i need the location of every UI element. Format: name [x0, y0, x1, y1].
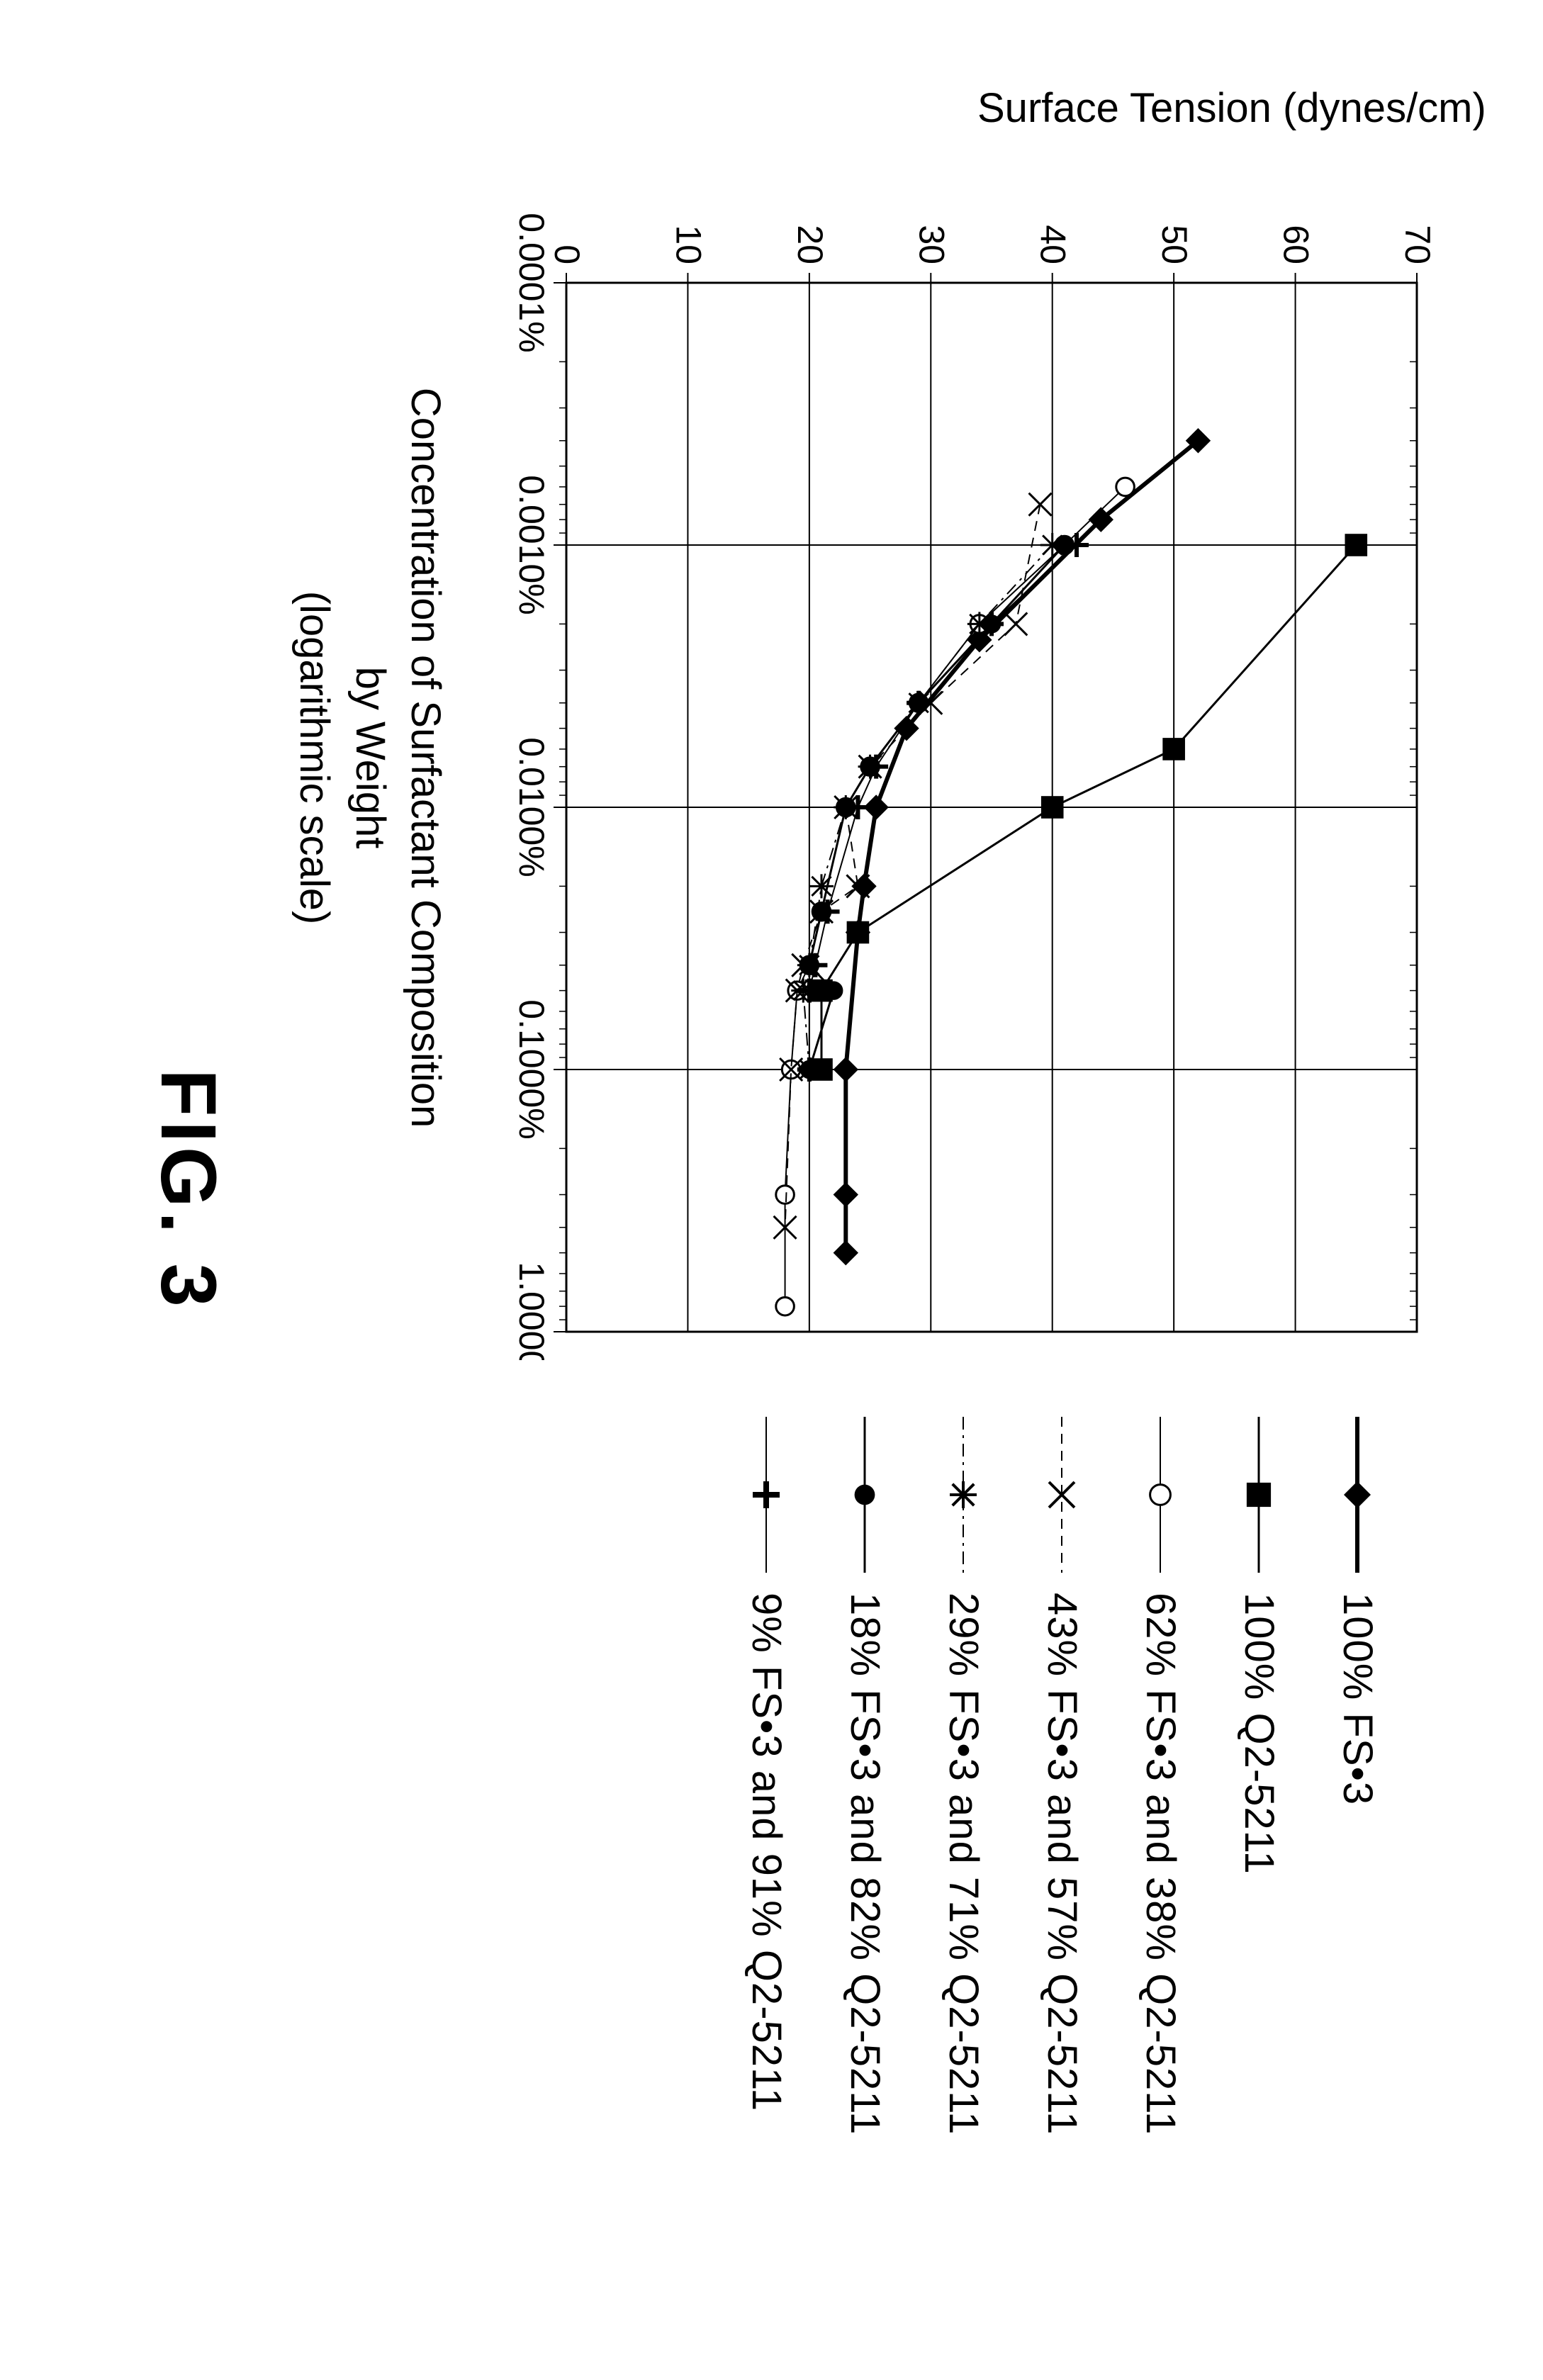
rotated-wrapper: 0 10 20 30 40 50 60 70 0.0001% 0.0010% 0.0100% 0.10… — [63, 56, 1481, 2324]
svg-text:1.0000%: 1.0000% — [512, 1262, 551, 1360]
svg-text:30: 30 — [911, 225, 951, 264]
legend-label: 100% Q2-5211 — [1235, 1593, 1283, 1875]
legend-item-s3: 62% FS•3 and 38% Q2-5211 — [1137, 1417, 1184, 2267]
svg-text:0.1000%: 0.1000% — [512, 999, 551, 1139]
svg-text:0.0100%: 0.0100% — [512, 737, 551, 877]
legend-sample-icon — [843, 1417, 886, 1573]
legend: 100% FS•3 100% Q2-5211 62% FS•3 and 38% Q2… — [692, 1417, 1381, 2267]
page: 0 10 20 30 40 50 60 70 0.0001% 0.0010% 0.0100% 0.10… — [0, 0, 1543, 2380]
svg-text:70: 70 — [1398, 225, 1437, 264]
legend-sample-icon — [1238, 1417, 1280, 1573]
legend-item-s7: 9% FS•3 and 91% Q2-5211 — [743, 1417, 790, 2267]
legend-label: 18% FS•3 and 82% Q2-5211 — [841, 1593, 889, 2135]
chart-svg: 0 10 20 30 40 50 60 70 0.0001% 0.0010% 0.0100% 0.10… — [481, 155, 1438, 1360]
legend-label: 100% FS•3 — [1334, 1593, 1381, 1805]
legend-item-s1: 100% FS•3 — [1334, 1417, 1381, 2267]
legend-label: 29% FS•3 and 71% Q2-5211 — [940, 1593, 987, 2135]
legend-label: 43% FS•3 and 57% Q2-5211 — [1038, 1593, 1086, 2135]
legend-label: 9% FS•3 and 91% Q2-5211 — [743, 1593, 790, 2111]
legend-label: 62% FS•3 and 38% Q2-5211 — [1137, 1593, 1184, 2135]
svg-text:0.0010%: 0.0010% — [512, 475, 551, 614]
legend-sample-icon — [942, 1417, 984, 1573]
legend-sample-icon — [1139, 1417, 1182, 1573]
legend-item-s6: 18% FS•3 and 82% Q2-5211 — [841, 1417, 889, 2267]
legend-item-s4: 43% FS•3 and 57% Q2-5211 — [1038, 1417, 1086, 2267]
chart: 0 10 20 30 40 50 60 70 0.0001% 0.0010% 0.0100% 0.10… — [340, 155, 1438, 1360]
x-axis-title: Concentration of Surfactant Compositionb… — [286, 155, 453, 1360]
svg-text:20: 20 — [790, 225, 829, 264]
y-axis-title: Surface Tension (dynes/cm) — [977, 84, 1486, 132]
legend-sample-icon — [1336, 1417, 1379, 1573]
legend-item-s2: 100% Q2-5211 — [1235, 1417, 1283, 2267]
landscape-canvas: 0 10 20 30 40 50 60 70 0.0001% 0.0010% 0.0100% 0.10… — [63, 56, 1481, 2324]
svg-text:0.0001%: 0.0001% — [512, 213, 551, 352]
figure-label: FIG. 3 — [143, 56, 233, 2324]
legend-item-s5: 29% FS•3 and 71% Q2-5211 — [940, 1417, 987, 2267]
svg-text:10: 10 — [668, 225, 708, 264]
legend-sample-icon — [1040, 1417, 1083, 1573]
legend-sample-icon — [745, 1417, 787, 1573]
svg-text:40: 40 — [1033, 225, 1072, 264]
svg-text:60: 60 — [1276, 225, 1315, 264]
svg-text:0: 0 — [547, 245, 587, 264]
svg-text:50: 50 — [1155, 225, 1194, 264]
